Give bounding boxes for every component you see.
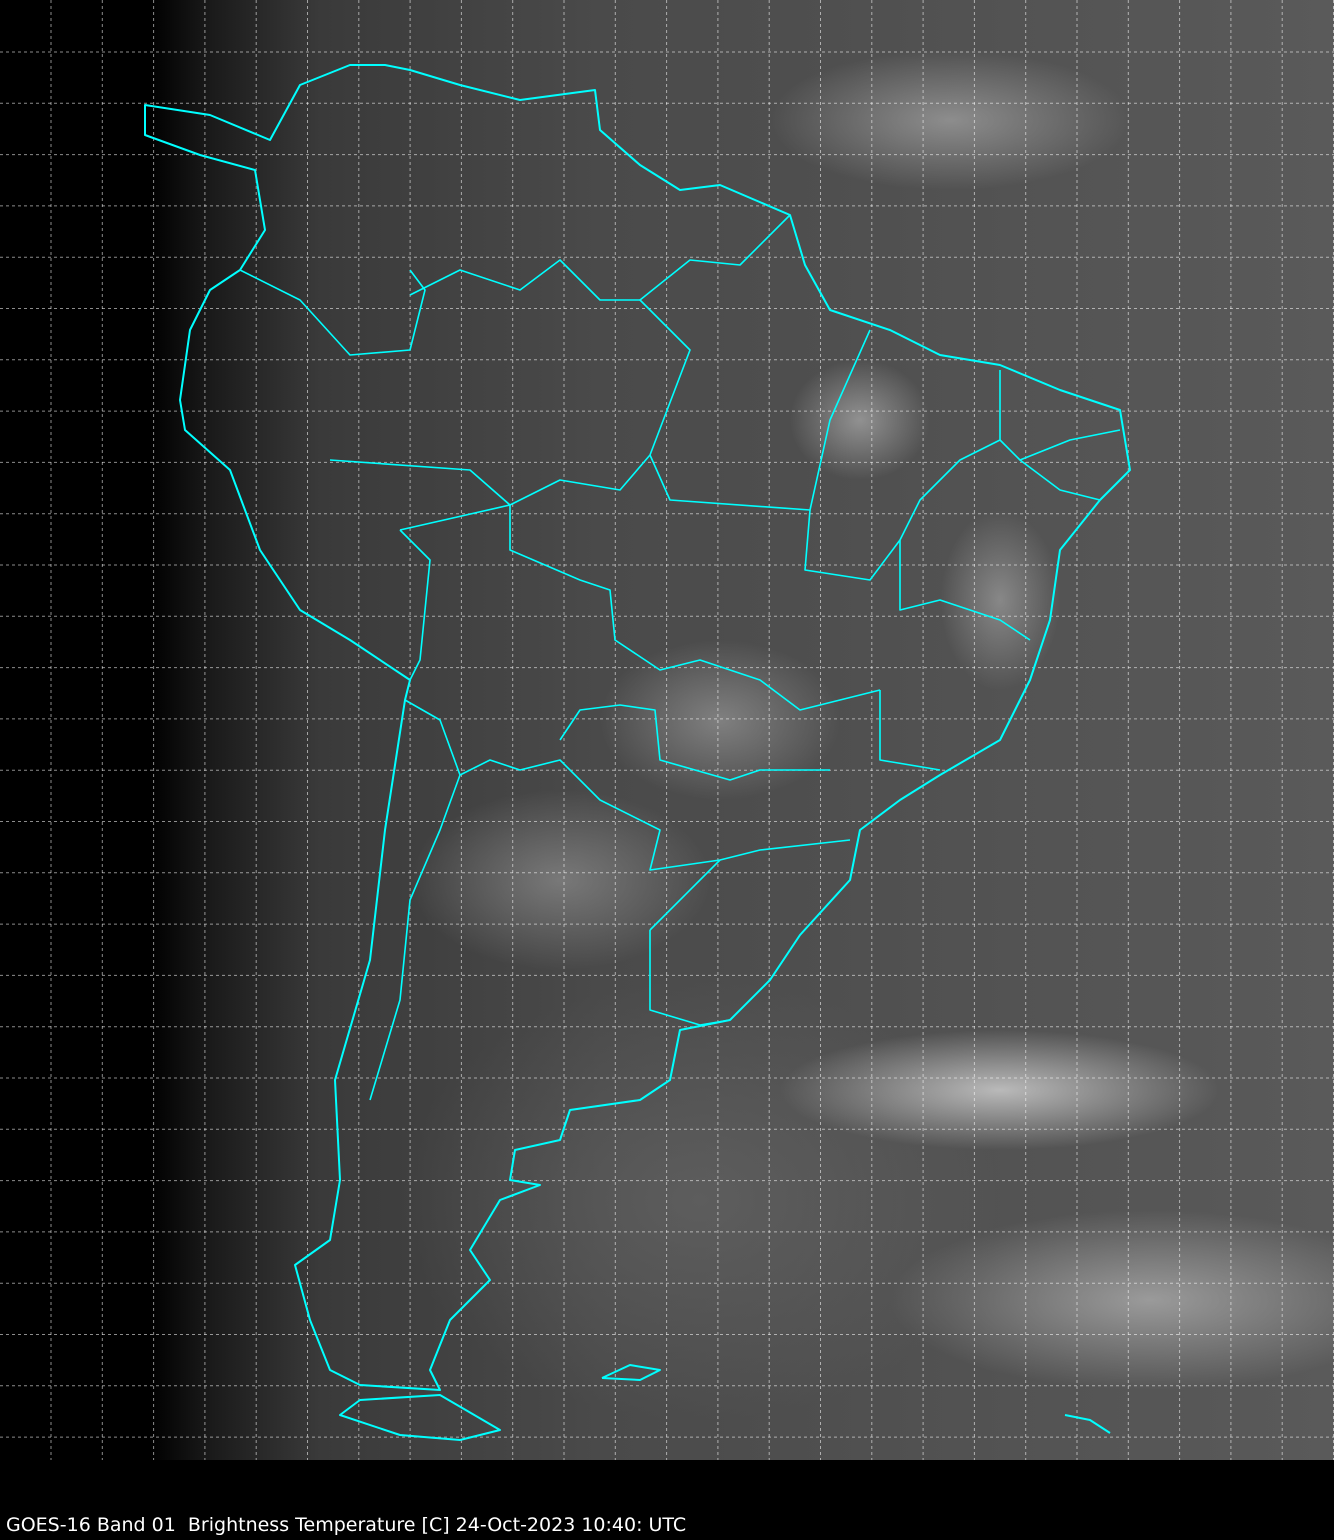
image-caption: GOES-16 Band 01 Brightness Temperature [… [6,1514,687,1536]
falkland-islands-coastline [601,1364,661,1381]
south-america-coastline [144,64,1131,1391]
map-overlay [0,0,1334,1460]
country-borders [239,214,1121,1101]
south-georgia-coastline [1064,1414,1111,1434]
satellite-imagery [0,0,1334,1460]
lat-lon-grid [0,0,1334,1460]
tierra-del-fuego-coastline [339,1394,501,1441]
